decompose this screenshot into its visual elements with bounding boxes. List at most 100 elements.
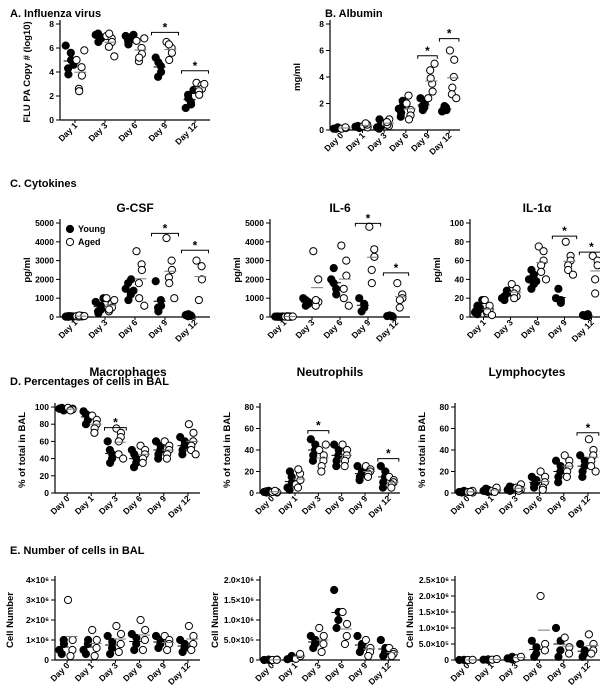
young-point [103,437,112,446]
x-tick-label: Day 0 [253,493,276,516]
x-tick-label: Day 3 [492,317,515,340]
y-tick-label: 2 [319,99,324,109]
aged-point [450,55,459,64]
aged-point [382,117,391,127]
y-axis-label: pg/ml [432,257,443,282]
x-tick-label: Day 9 [146,120,169,143]
aged-point [370,245,379,254]
aged-point [537,267,546,276]
aged-point [200,79,209,89]
aged-point [510,294,519,303]
x-tick-label: Day 1 [276,660,299,683]
young-point [418,102,427,111]
x-tick-label: Day 9 [349,317,372,340]
young-point [500,292,509,301]
y-tick-label: 1.0×10⁶ [419,623,449,633]
aged-point [317,467,326,476]
young-point [332,290,341,299]
aged-point [112,621,121,631]
chart-title: Neutrophils [297,365,364,379]
x-tick-label: Day 1 [73,493,96,516]
aged-point [393,279,402,288]
young-point [355,476,364,485]
aged-point [448,83,457,92]
chart-flu: A. Influenza virus 0 2 4 6 8 FLU PA Copy # (lo… [10,8,210,147]
young-point [130,450,139,459]
y-tick-label: 6 [49,43,54,53]
y-tick-label: 0 [444,655,449,665]
aged-point [137,265,146,275]
young-point [154,454,163,463]
y-tick-label: 80 [440,402,450,412]
aged-point [167,265,176,275]
chart-title: Lymphocytes [489,365,566,379]
chart-title: G-CSF [116,201,153,215]
aged-point [134,279,143,288]
young-point [178,647,187,657]
aged-point [584,630,593,639]
y-tick-label: 2000 [35,274,54,284]
x-tick-label: Day 3 [97,493,120,516]
aged-point [132,36,141,45]
significance-bracket [578,251,600,256]
significance-star: * [163,221,168,235]
y-tick-label: 0 [49,312,54,322]
young-point [556,295,565,305]
young-point [184,94,193,103]
x-tick-label: Day 6 [321,317,344,340]
aged-point [395,295,404,305]
significance-bracket [354,222,382,227]
aged-point [72,55,81,65]
young-point [529,483,539,492]
young-point [64,70,73,79]
young-point [178,450,187,459]
x-tick-label: Day 1 [473,493,496,516]
y-axis-label: % of total in BAL [417,412,428,488]
aged-point [584,435,593,444]
y-axis-label: mg/ml [292,63,303,91]
x-tick-label: Day 1 [276,493,299,516]
young-point [374,124,384,133]
chart-lym_num: 0 5.0×10⁵ 1.0×10⁶ 1.5×10⁶ 2.0×10⁶ 2.5×10⁶Cell… [405,575,600,687]
young-point [385,311,394,320]
young-point [554,478,563,487]
y-tick-label: 80 [245,402,255,412]
x-tick-label: Day 6 [521,493,544,516]
y-tick-label: 60 [245,424,255,434]
aged-point [593,261,600,270]
aged-point [538,485,547,494]
significance-bracket [151,31,179,36]
aged-point [341,123,350,132]
young-point [130,645,139,655]
y-tick-label: 4 [49,67,54,77]
y-tick-label: 8 [49,19,54,29]
x-tick-label: Day 6 [323,493,346,516]
aged-point [184,420,193,429]
significance-star: * [589,240,594,254]
aged-point [114,647,123,657]
aged-point [92,635,101,645]
young-point [129,286,138,295]
young-point [473,310,482,319]
aged-point [309,247,318,256]
y-tick-label: 60 [455,256,465,266]
y-axis-label: pg/ml [232,257,243,282]
aged-point [293,483,303,492]
x-tick-label: Day 3 [497,660,520,683]
young-point [554,284,563,293]
y-tick-label: 0 [44,488,49,498]
young-point [353,462,362,471]
y-tick-label: 2.5×10⁶ [419,575,449,585]
x-tick-label: Day 12 [427,130,454,157]
aged-point [539,247,548,256]
young-point [184,310,193,319]
significance-star: * [113,416,118,430]
x-tick-label: Day 0 [48,493,71,516]
y-axis-label: FLU PA Copy # (log10) [22,21,33,122]
aged-point [162,233,171,243]
aged-point [138,458,147,467]
aged-point [164,40,173,49]
x-tick-label: Day 3 [300,660,323,683]
aged-point [116,639,125,649]
